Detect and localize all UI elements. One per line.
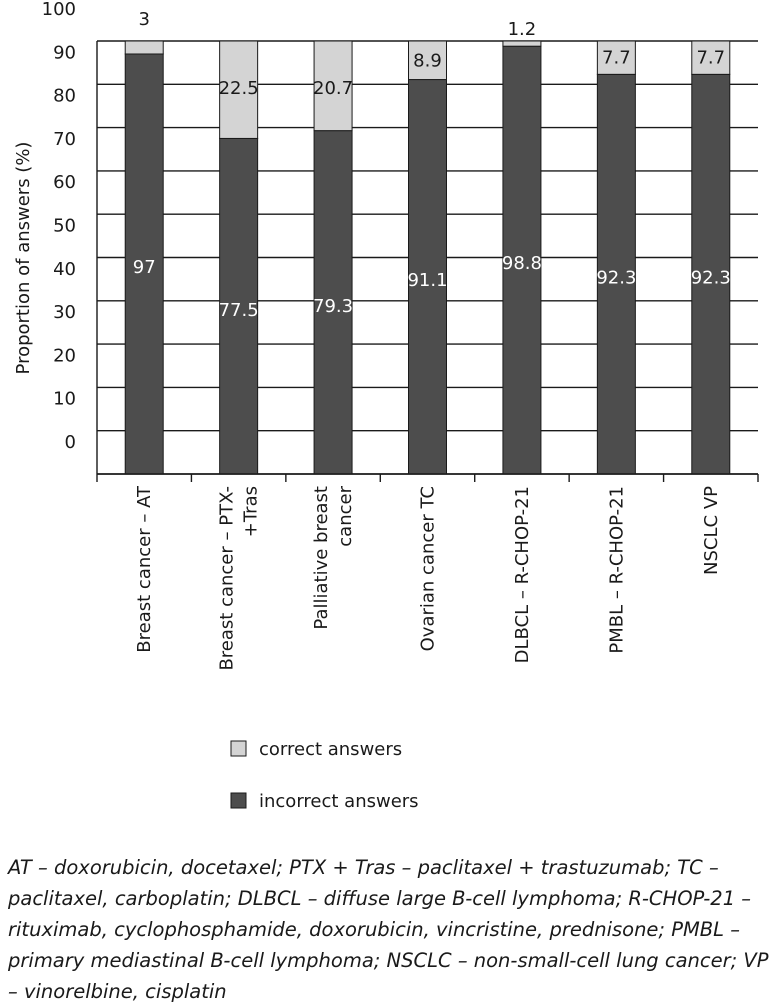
- data-label-incorrect: 92.3: [596, 267, 636, 288]
- footnote: AT – doxorubicin, docetaxel; PTX + Tras …: [8, 856, 769, 1003]
- category-label-line: Breast cancer – PTX-: [217, 486, 238, 671]
- data-label-incorrect: 98.8: [502, 253, 542, 274]
- category-label: NSCLC VP: [701, 486, 722, 575]
- category-label-line: PMBL – R-CHOP-21: [606, 486, 627, 654]
- data-label-correct: 1.2: [508, 19, 537, 40]
- bar-correct: [502, 40, 542, 47]
- bar-correct: [596, 40, 636, 75]
- y-tick-label: 100: [42, 0, 76, 20]
- data-label-incorrect: 79.3: [313, 296, 353, 317]
- data-label-incorrect: 97: [133, 257, 156, 278]
- legend-label: correct answers: [259, 739, 402, 760]
- data-label-incorrect: 91.1: [407, 270, 447, 291]
- category-label-line: DLBCL – R-CHOP-21: [512, 486, 533, 663]
- data-label-correct: 20.7: [313, 78, 353, 99]
- y-tick-label: 30: [53, 302, 76, 323]
- category-label-line: cancer: [335, 485, 356, 546]
- y-axis-label: Proportion of answers (%): [13, 142, 34, 375]
- data-label-correct: 3: [138, 9, 149, 30]
- y-tick-label: 60: [53, 172, 76, 193]
- y-tick-label: 10: [53, 389, 76, 410]
- bar-correct: [313, 40, 353, 132]
- stacked-bar-chart: 97 3 77.5 22.5 79.3 20.7 91.1 8.9 98.8 1.2 92.3 7.7…: [13, 0, 759, 812]
- bar-correct: [408, 40, 447, 81]
- category-label-line: NSCLC VP: [701, 486, 722, 575]
- y-tick-label: 50: [53, 216, 76, 237]
- bars: 97 3 77.5 22.5 79.3 20.7 91.1 8.9 98.8 1.2 92.3 7.7…: [124, 9, 731, 475]
- y-tick-label: 90: [53, 42, 76, 63]
- category-label: Palliative breast cancer: [311, 485, 356, 629]
- bar-correct: [124, 40, 164, 55]
- legend-swatch: [230, 792, 247, 809]
- category-label: Breast cancer – AT: [134, 485, 155, 653]
- y-tick-label: 40: [53, 259, 76, 280]
- data-label-correct: 7.7: [696, 48, 725, 69]
- bar-correct: [219, 40, 259, 139]
- data-label-incorrect: 77.5: [219, 300, 259, 321]
- category-labels: Breast cancer – AT Breast cancer – PTX- +T…: [134, 485, 722, 671]
- bar-incorrect: [219, 137, 259, 475]
- legend-swatch: [230, 740, 247, 757]
- category-label-line: Palliative breast: [311, 486, 332, 630]
- y-tick-label: 70: [53, 129, 76, 150]
- bar-incorrect: [124, 53, 164, 475]
- category-label-line: Ovarian cancer TC: [418, 486, 439, 651]
- category-label: Breast cancer – PTX- +Tras: [217, 486, 262, 671]
- axes: [96, 41, 759, 482]
- y-tick-label: 80: [53, 86, 76, 107]
- data-label-correct: 7.7: [602, 48, 631, 69]
- bar-incorrect: [313, 130, 353, 475]
- bar-incorrect: [502, 45, 542, 475]
- legend: correct answers incorrect answers: [230, 739, 419, 812]
- category-label: DLBCL – R-CHOP-21: [512, 486, 533, 663]
- y-tick-label: 0: [65, 432, 76, 453]
- category-label: Ovarian cancer TC: [418, 486, 439, 651]
- category-label-line: Breast cancer – AT: [134, 485, 155, 653]
- data-label-correct: 8.9: [413, 50, 442, 71]
- y-tick-label: 20: [53, 345, 76, 366]
- category-label: PMBL – R-CHOP-21: [606, 486, 627, 654]
- legend-label: incorrect answers: [259, 791, 419, 812]
- data-label-incorrect: 92.3: [691, 267, 731, 288]
- data-label-correct: 22.5: [219, 78, 259, 99]
- bar-incorrect: [691, 73, 731, 475]
- bar-correct: [691, 40, 731, 75]
- bar-incorrect: [596, 73, 636, 475]
- category-label-line: +Tras: [241, 486, 262, 537]
